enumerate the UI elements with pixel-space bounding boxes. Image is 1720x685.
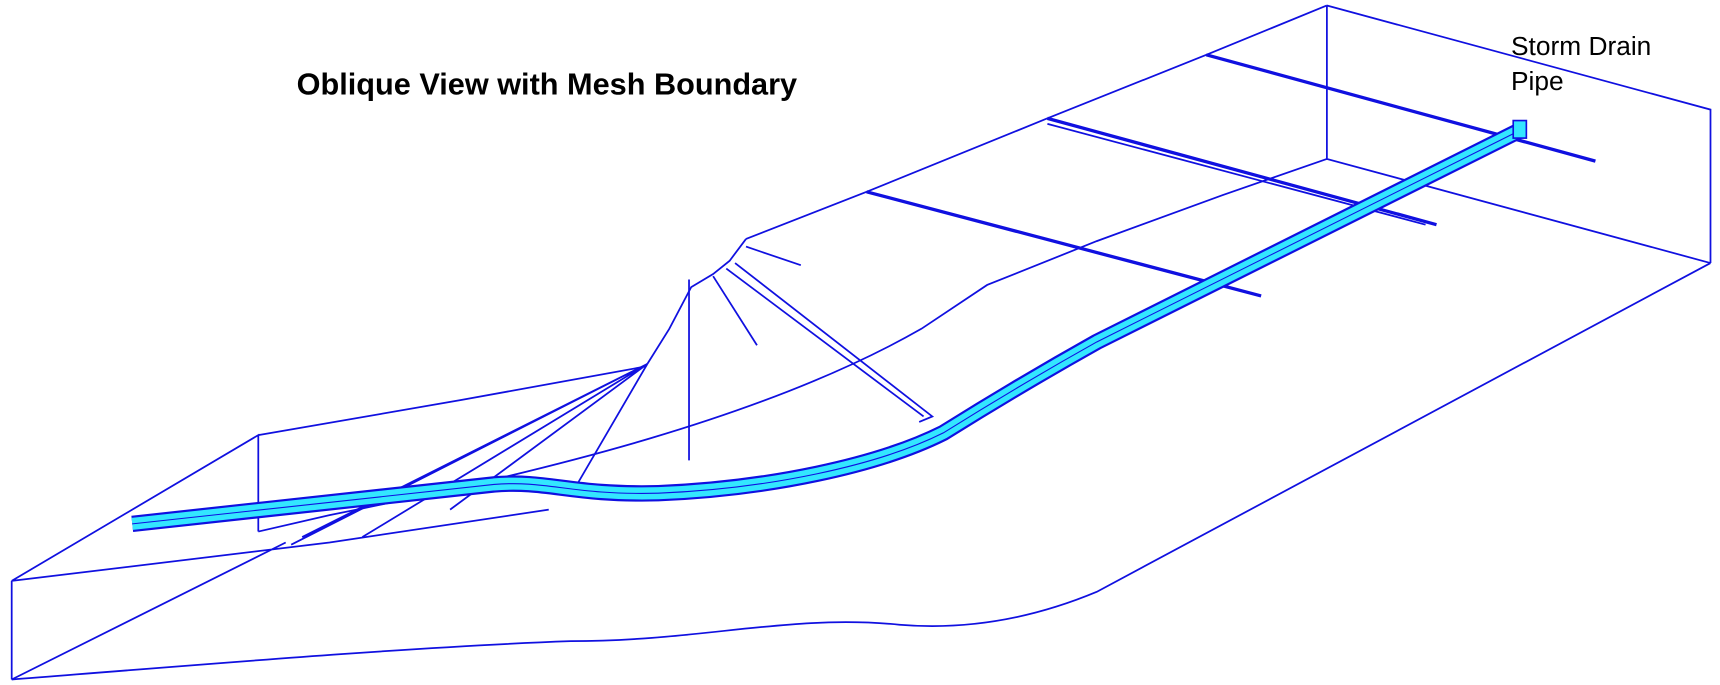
cross-line — [1205, 53, 1596, 163]
bottom-edge — [11, 262, 1711, 681]
hill-edge — [725, 267, 925, 418]
pipe-outline — [131, 121, 1526, 533]
cross-line — [866, 190, 1262, 298]
pipe-label: Storm Drain — [1511, 31, 1651, 61]
pipe — [131, 119, 1528, 533]
top-edge — [745, 4, 1328, 240]
pipe-label: Pipe — [1511, 66, 1564, 96]
pipe-centerline — [132, 128, 1523, 525]
hill-edge — [646, 238, 747, 365]
hill-edge — [745, 245, 802, 267]
title: Oblique View with Mesh Boundary — [297, 66, 797, 101]
mesh-boundary — [10, 4, 1712, 681]
fan-line — [290, 363, 649, 546]
hill-edge — [734, 262, 935, 423]
pipe-end — [1512, 119, 1528, 139]
box-edge — [10, 366, 643, 681]
hill-edge — [712, 275, 758, 346]
